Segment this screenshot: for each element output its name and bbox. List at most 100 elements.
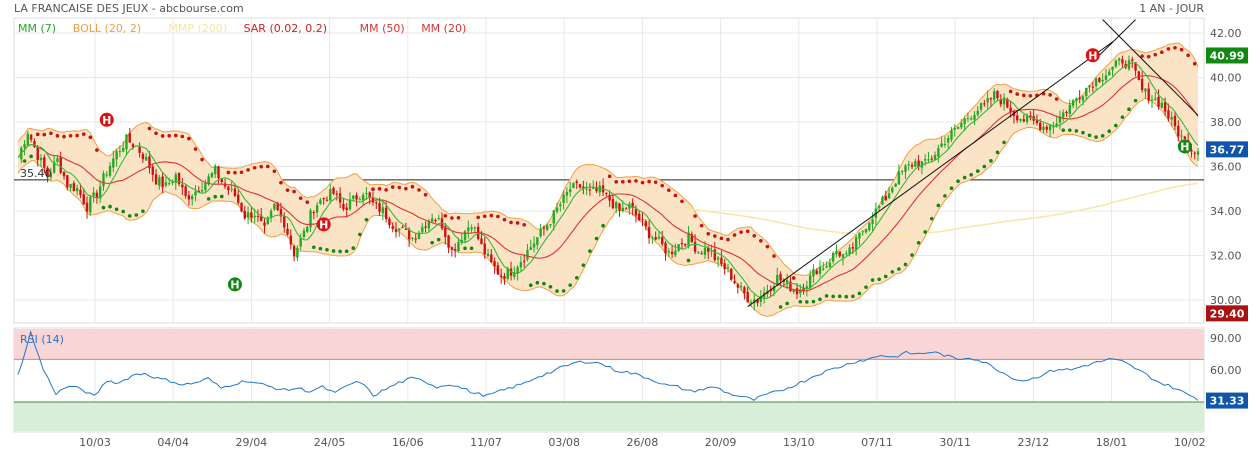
candle-body	[424, 226, 427, 228]
candle-body	[973, 114, 976, 120]
sar-dot	[180, 134, 185, 139]
mm7-line	[17, 61, 1199, 300]
candle-body	[250, 212, 253, 219]
candle-body	[736, 284, 740, 288]
candle-body	[927, 159, 930, 161]
sar-dot	[1048, 93, 1052, 97]
candle-body	[1085, 88, 1088, 97]
sar-dot	[1068, 128, 1072, 132]
candle-body	[33, 140, 36, 148]
candle-body	[306, 226, 309, 232]
candle-body	[914, 161, 917, 167]
sar-dot	[1140, 54, 1144, 58]
candle-body	[799, 289, 802, 294]
candle-body	[490, 254, 493, 262]
price-tick-label: 38.00	[1210, 116, 1242, 129]
candle-body	[1196, 151, 1200, 155]
sar-dot	[791, 276, 796, 280]
candle-body	[315, 205, 319, 213]
candle-body	[325, 199, 329, 201]
sar-dot	[785, 301, 789, 306]
candle-body	[582, 186, 585, 189]
candle-body	[743, 287, 746, 294]
signal-marker	[99, 112, 114, 127]
candle-body	[148, 156, 151, 169]
mmp200-path	[675, 182, 1199, 237]
candle-body	[276, 202, 279, 211]
legend-item: BOLL (20, 2)	[73, 22, 141, 35]
sar-dot	[404, 186, 408, 191]
candle-body	[66, 175, 69, 188]
x-tick-label: 13/10	[783, 436, 815, 449]
candle-body	[605, 192, 608, 194]
x-tick-label: 04/04	[157, 436, 189, 449]
sar-dot	[739, 230, 743, 234]
candle-body	[733, 281, 736, 284]
candle-body	[355, 195, 358, 200]
candle-body	[615, 202, 618, 209]
candle-body	[776, 275, 779, 286]
candle-body	[95, 192, 99, 198]
candle-body	[900, 171, 904, 173]
sar-dot	[344, 249, 349, 254]
candle-body	[956, 126, 960, 129]
candle-body	[726, 267, 730, 269]
x-tick-label: 23/12	[1018, 436, 1050, 449]
sar-dot	[588, 249, 592, 253]
candle-body	[578, 184, 582, 188]
candle-body	[417, 232, 421, 240]
candle-body	[792, 289, 795, 292]
candle-body	[404, 228, 408, 230]
candle-body	[707, 247, 710, 252]
candle-body	[1144, 88, 1147, 92]
sar-dot	[759, 238, 763, 243]
candle-body	[1075, 98, 1078, 102]
sar-dot	[522, 222, 526, 227]
sar-dot	[29, 154, 33, 159]
sar-dot	[469, 246, 474, 251]
sar-dot	[962, 175, 967, 180]
candle-body	[1009, 107, 1012, 113]
sar-dot	[443, 213, 448, 218]
sar-dot	[1127, 107, 1131, 112]
sar-dot	[929, 216, 934, 221]
candle-body	[986, 97, 989, 103]
candle-body	[713, 249, 717, 260]
candle-body	[246, 212, 250, 218]
candle-body	[545, 225, 549, 230]
candle-body	[970, 118, 973, 120]
sar-dot	[134, 213, 139, 217]
candle-body	[1078, 97, 1081, 100]
x-tick-label: 26/08	[627, 436, 659, 449]
sar-dot	[890, 270, 895, 274]
sar-dot	[686, 258, 691, 263]
sar-dot	[956, 179, 960, 184]
candle-body	[348, 199, 352, 210]
candle-body	[680, 242, 684, 245]
candle-body	[401, 226, 404, 228]
candle-body	[1117, 58, 1121, 61]
sar-dot	[358, 232, 362, 237]
sar-dot	[614, 180, 619, 184]
candle-body	[861, 231, 864, 233]
candle-body	[243, 210, 246, 219]
grid	[13, 17, 1205, 433]
sar-dot	[581, 263, 586, 267]
candle-body	[808, 275, 812, 288]
candle-body	[105, 174, 108, 176]
sar-dot	[436, 237, 441, 242]
candle-body	[881, 196, 884, 205]
sar-dot	[660, 183, 665, 188]
candle-body	[414, 238, 417, 240]
sar-dot	[1061, 128, 1066, 133]
candle-body	[108, 165, 112, 176]
candle-body	[1068, 104, 1072, 114]
candle-body	[989, 98, 993, 100]
candle-body	[312, 212, 316, 214]
sar-dot	[187, 136, 191, 141]
candle-body	[825, 266, 828, 268]
candle-body	[618, 203, 621, 211]
candle-body	[1157, 97, 1160, 107]
sar-dot	[1133, 98, 1138, 103]
candle-body	[831, 252, 835, 262]
